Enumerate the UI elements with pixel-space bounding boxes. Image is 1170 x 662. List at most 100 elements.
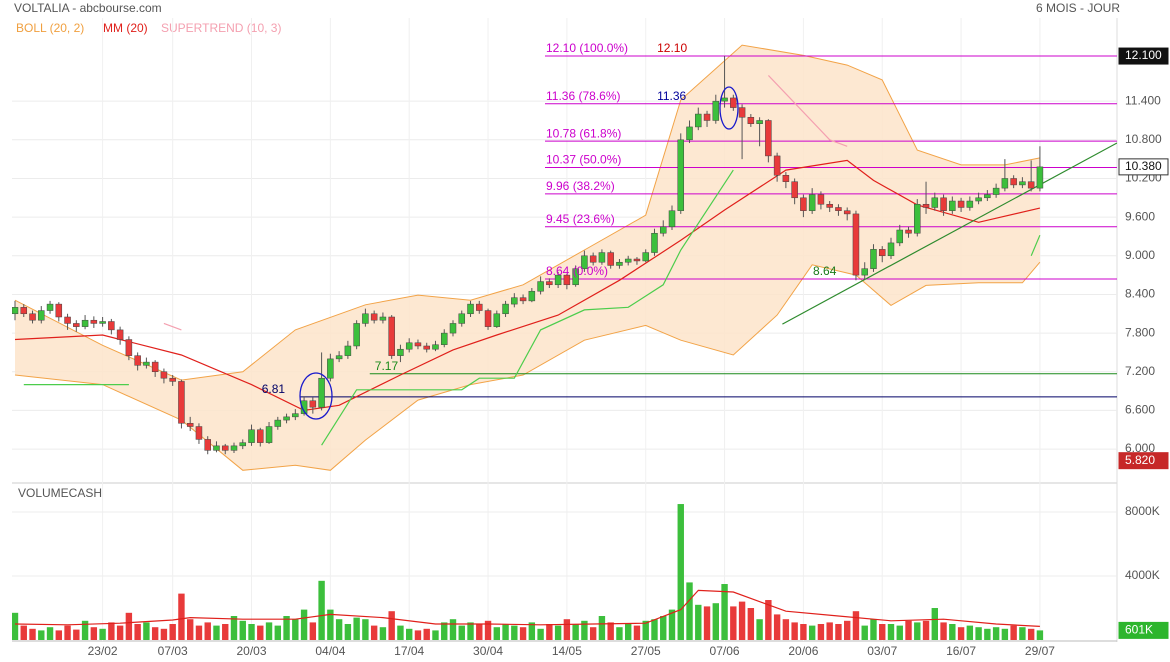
volume-bar [546, 624, 553, 640]
candle-body [283, 416, 290, 421]
volume-bar [204, 622, 211, 640]
candle-body [318, 377, 325, 408]
x-tick-label: 16/07 [946, 644, 976, 658]
candle-body [81, 319, 89, 327]
candle-body [581, 255, 588, 269]
volume-bar [406, 628, 413, 640]
candle-body [265, 426, 273, 443]
x-tick-label: 27/05 [631, 644, 661, 658]
candle-body [335, 355, 343, 360]
candle-body [186, 423, 194, 427]
volume-bar [896, 625, 903, 640]
candle-body [362, 313, 369, 324]
candle-body [64, 316, 71, 324]
candle-body [668, 210, 676, 228]
volume-bar [765, 600, 772, 640]
volume-bar [388, 611, 395, 640]
volume-bar [625, 624, 632, 640]
candle-body [29, 313, 36, 321]
volume-bar [677, 504, 684, 640]
candle-body [344, 345, 352, 356]
volume-bar [116, 625, 124, 640]
volume-bar [992, 627, 1000, 640]
volume-bar [581, 620, 588, 640]
volume-bar [169, 624, 176, 640]
volume-bar [187, 619, 194, 640]
candle-body [449, 323, 457, 334]
legend-mm: MM (20) [103, 21, 148, 35]
candle-body [327, 358, 334, 379]
candle-body [12, 307, 19, 315]
volume-bar [975, 627, 982, 640]
candle-body [546, 281, 553, 286]
candle-body [616, 261, 623, 266]
volume-bar [721, 584, 728, 640]
volume-bar [782, 619, 790, 640]
price-marker [1118, 158, 1169, 176]
volume-bar [668, 609, 676, 640]
candle-body [1001, 178, 1009, 189]
candle-body [125, 339, 133, 356]
candle-body [949, 200, 956, 211]
candle-body [379, 316, 387, 321]
level-label: 6.81 [262, 382, 286, 396]
candle-body [738, 107, 746, 118]
volume-bar [248, 624, 255, 640]
candle-body [677, 139, 685, 211]
y-tick-label: 7.200 [1125, 364, 1155, 378]
volume-panel [12, 504, 1044, 640]
candle-body [405, 342, 413, 350]
volume-bar [125, 612, 133, 640]
volume-bar [370, 625, 378, 640]
supertrend-line [163, 74, 848, 331]
volume-bar [108, 622, 115, 640]
volume-bar [607, 622, 614, 640]
volume-bar [817, 624, 825, 640]
candle-body [388, 316, 395, 356]
volume-ma [14, 589, 1040, 627]
price-marker-label: 10.380 [1125, 159, 1162, 173]
volume-bar [835, 624, 842, 640]
volume-bar [327, 609, 334, 640]
volume-bar [353, 617, 360, 640]
volume-bar [651, 619, 658, 640]
volume-bar [344, 624, 352, 640]
x-tick-label: 04/04 [315, 644, 345, 658]
price-panel [12, 44, 1117, 471]
volume-bar [283, 616, 290, 640]
volume-bar [633, 625, 641, 640]
price-marker-label: 601K [1125, 623, 1153, 637]
y-tick-label: 7.800 [1125, 325, 1155, 339]
candle-body [782, 174, 790, 182]
volume-bar [660, 616, 667, 640]
candle-body [1027, 181, 1035, 189]
volume-bar [1036, 630, 1044, 640]
supertrend-line [23, 169, 1041, 446]
x-tick-label: 07/06 [710, 644, 740, 658]
volume-bar [879, 624, 886, 640]
volume-title: VOLUMECASH [18, 486, 102, 500]
candle-body [467, 303, 474, 315]
y-tick-label: 6.000 [1125, 441, 1155, 455]
candle-body [1036, 166, 1044, 189]
candle-body [134, 355, 141, 366]
y-tick-label: 9.600 [1125, 209, 1155, 223]
volume-bar [966, 625, 974, 640]
price-marker-label: 5.820 [1125, 453, 1155, 467]
candle-body [835, 207, 842, 211]
candle-body [843, 210, 851, 215]
volume-bar [134, 624, 141, 640]
price-marker [1118, 621, 1169, 639]
volume-bar [151, 627, 159, 640]
volume-bar [712, 603, 719, 640]
x-tick-label: 07/03 [158, 644, 188, 658]
volume-bar [484, 620, 492, 640]
candle-body [90, 319, 98, 324]
legend-boll: BOLL (20, 2) [16, 21, 84, 35]
volume-bar [537, 628, 544, 640]
candle-body [160, 371, 168, 379]
y-tick-label: 6.600 [1125, 403, 1155, 417]
price-marker [1118, 47, 1169, 65]
candle-body [598, 252, 606, 263]
volume-bar [318, 580, 325, 640]
